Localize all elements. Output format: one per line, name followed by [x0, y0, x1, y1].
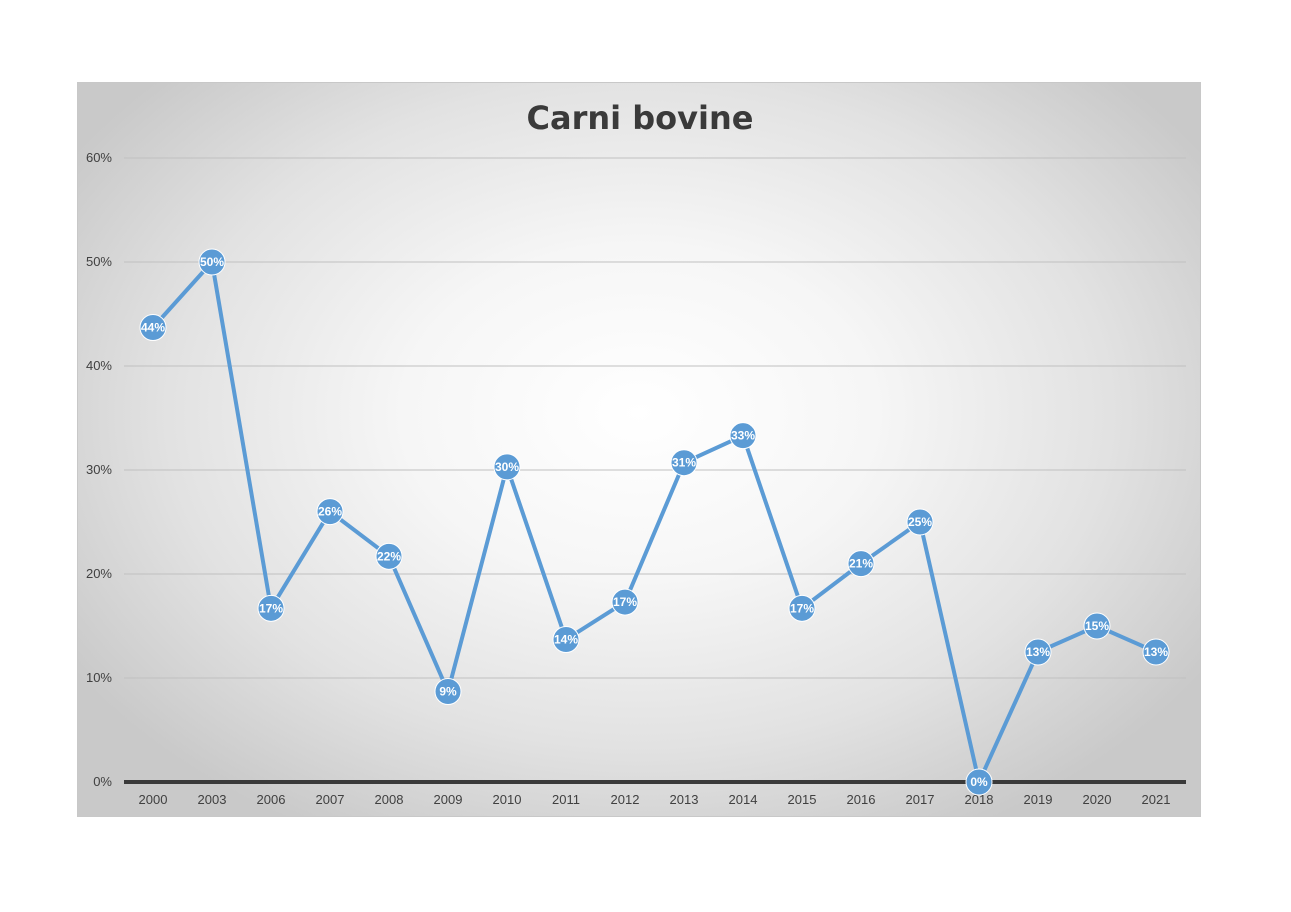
data-label: 17% [613, 595, 637, 609]
data-label: 44% [141, 321, 165, 335]
gridlines [124, 157, 1186, 784]
data-label: 15% [1085, 619, 1109, 633]
x-tick-label: 2020 [1083, 792, 1112, 807]
data-point [729, 422, 757, 450]
data-point [1142, 638, 1170, 666]
line-chart: Carni bovine 0%10%20%30%40%50%60% 2000 20… [86, 99, 1186, 807]
data-point [552, 626, 580, 654]
data-point [1024, 638, 1052, 666]
x-tick-label: 2015 [788, 792, 817, 807]
data-label: 33% [731, 429, 755, 443]
chart-title: Carni bovine [527, 99, 754, 137]
data-point [906, 508, 934, 536]
data-label: 0% [970, 775, 988, 789]
x-tick-label: 2016 [847, 792, 876, 807]
x-axis-tick-labels: 2000 2003 2006 2007 2008 2009 2010 2011 2012 2013… [139, 792, 1171, 807]
x-tick-label: 2011 [552, 792, 580, 807]
data-label: 17% [259, 601, 283, 615]
y-tick-label: 40% [86, 358, 112, 373]
x-tick-label: 2008 [375, 792, 404, 807]
data-label: 30% [495, 460, 519, 474]
x-tick-label: 2013 [670, 792, 699, 807]
x-tick-label: 2014 [729, 792, 758, 807]
data-label: 13% [1026, 645, 1050, 659]
data-point [198, 248, 226, 276]
data-label: 13% [1144, 645, 1168, 659]
data-point [375, 542, 403, 570]
data-point [257, 594, 285, 622]
data-point [847, 550, 875, 578]
x-tick-label: 2017 [906, 792, 935, 807]
x-tick-label: 2009 [434, 792, 463, 807]
data-label: 9% [439, 685, 457, 699]
x-tick-label: 2007 [316, 792, 345, 807]
data-label: 31% [672, 456, 696, 470]
data-point [139, 314, 167, 342]
data-label: 21% [849, 557, 873, 571]
x-tick-label: 2021 [1142, 792, 1171, 807]
data-point [316, 498, 344, 526]
data-point [611, 588, 639, 616]
data-point [965, 768, 993, 796]
x-tick-label: 2010 [493, 792, 522, 807]
y-tick-label: 60% [86, 150, 112, 165]
y-axis-tick-labels: 0% 10% 20% 30% 40% 50% 60% [86, 150, 112, 789]
data-point [1083, 612, 1111, 640]
data-point [493, 453, 521, 481]
y-tick-label: 30% [86, 462, 112, 477]
y-tick-label: 0% [93, 774, 112, 789]
x-tick-label: 2003 [198, 792, 227, 807]
data-label: 50% [200, 255, 224, 269]
data-label: 22% [377, 549, 401, 563]
data-label: 25% [908, 515, 932, 529]
x-tick-label: 2000 [139, 792, 168, 807]
data-label: 26% [318, 505, 342, 519]
y-tick-label: 50% [86, 254, 112, 269]
x-tick-label: 2019 [1024, 792, 1053, 807]
series-line [151, 260, 1157, 784]
data-point [434, 678, 462, 706]
data-point [788, 594, 816, 622]
x-tick-label: 2018 [965, 792, 994, 807]
x-tick-label: 2006 [257, 792, 286, 807]
x-tick-label: 2012 [611, 792, 640, 807]
series-group: 44% 50% 17% 26% 22% 9% 30% 14% 17% 31% 33% 17% 21% 25… [139, 248, 1170, 796]
data-label: 17% [790, 601, 814, 615]
chart-area: Carni bovine 0% 10% 20% 30% 40% 50% 60% 2000 20… [77, 82, 1201, 817]
data-label: 14% [554, 633, 578, 647]
y-tick-label: 10% [86, 670, 112, 685]
data-point [670, 449, 698, 477]
y-tick-label: 20% [86, 566, 112, 581]
